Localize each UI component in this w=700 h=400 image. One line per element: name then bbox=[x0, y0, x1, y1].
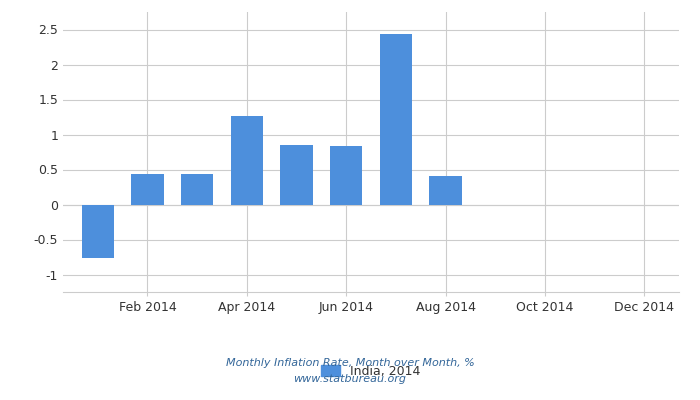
Bar bbox=[132, 174, 164, 204]
Bar bbox=[379, 34, 412, 204]
Bar bbox=[429, 176, 462, 204]
Text: Monthly Inflation Rate, Month over Month, %: Monthly Inflation Rate, Month over Month… bbox=[225, 358, 475, 368]
Legend: India, 2014: India, 2014 bbox=[316, 360, 426, 383]
Bar bbox=[330, 146, 363, 204]
Text: www.statbureau.org: www.statbureau.org bbox=[293, 374, 407, 384]
Bar bbox=[280, 145, 313, 204]
Bar bbox=[231, 116, 263, 204]
Bar bbox=[181, 174, 214, 204]
Bar bbox=[82, 204, 114, 258]
